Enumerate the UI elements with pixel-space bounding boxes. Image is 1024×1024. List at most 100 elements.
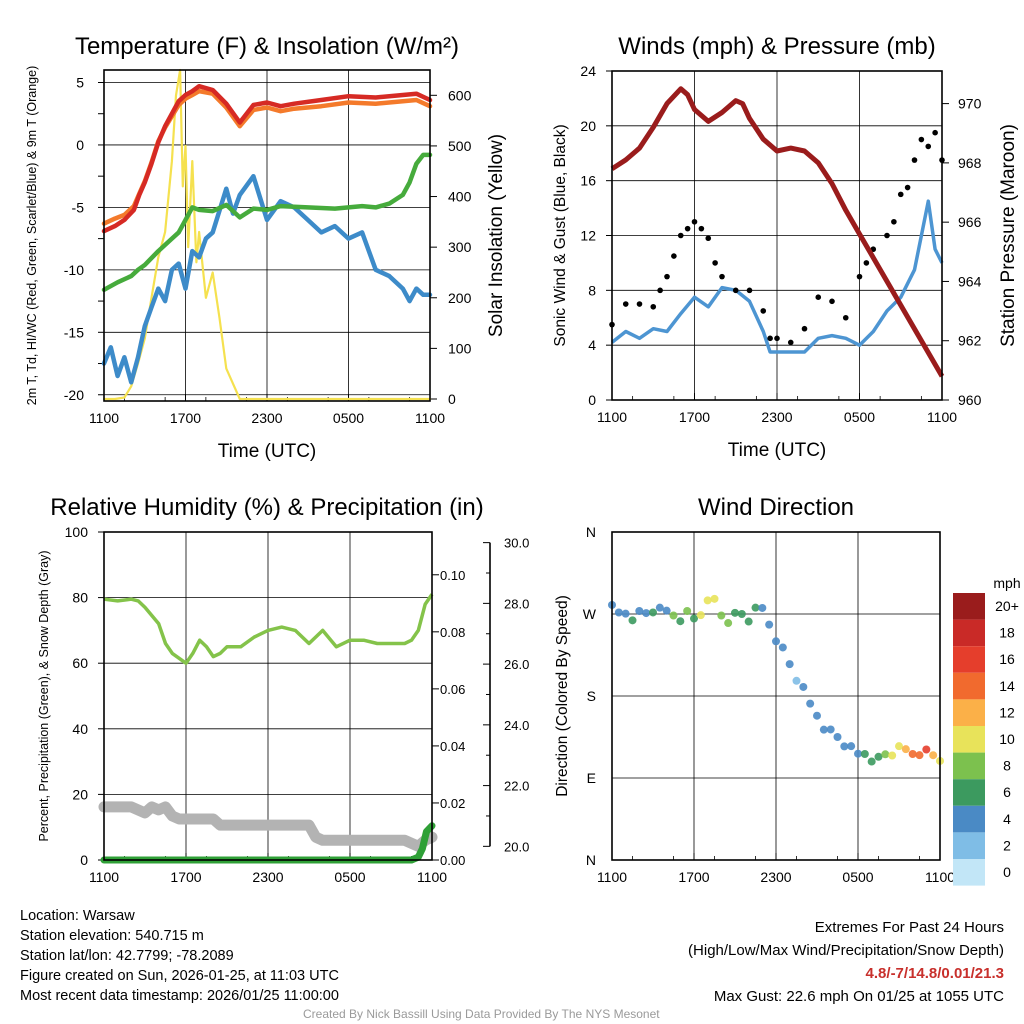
- temperature-series-temp: [101, 83, 433, 234]
- temperature-ylabel: 2m T, Td, HI/WC (Red, Green, Scarlet/Blu…: [25, 66, 39, 405]
- wind-direction-legend-swatch: [953, 832, 985, 859]
- humidity-xtick-label: 1100: [89, 869, 119, 885]
- temperature-y2label: Solar Insolation (Yellow): [486, 134, 507, 337]
- wind-direction-point: [881, 750, 890, 759]
- humidity-frame: [103, 531, 433, 861]
- winds-gust-point: [698, 225, 705, 232]
- wind-direction-legend-label: 2: [1003, 837, 1011, 853]
- wind-direction-point: [778, 643, 787, 652]
- temperature-y2tick-label: 400: [448, 189, 472, 205]
- wind-direction-point: [737, 610, 746, 618]
- wind-direction-point: [772, 637, 780, 646]
- humidity-title: Relative Humidity (%) & Precipitation (i…: [50, 494, 483, 521]
- extremes-subtitle: (High/Low/Max Wind/Precipitation/Snow De…: [688, 942, 1004, 959]
- temperature-y2tick-label: 500: [448, 138, 472, 154]
- wind-direction-point: [840, 742, 849, 751]
- wind-direction-legend-label: 6: [1003, 784, 1011, 800]
- winds-gust-point: [767, 335, 773, 342]
- temperature-xtick-label: 1100: [89, 410, 119, 426]
- wind-direction-frame: [611, 531, 941, 861]
- winds-y2tick-label: 964: [958, 273, 982, 289]
- winds-gust-point: [746, 287, 753, 294]
- temperature-ytick-label: 0: [76, 137, 84, 153]
- winds-gust-point: [842, 314, 849, 321]
- winds-gust-point: [774, 335, 780, 342]
- wind-direction-ytick-label: W: [583, 606, 597, 622]
- wind-direction-xtick-label: 1700: [678, 869, 709, 885]
- winds-gust-point: [671, 253, 677, 259]
- winds-gust-point: [677, 232, 684, 239]
- wind-direction-point: [690, 614, 698, 623]
- winds-gust-point: [664, 273, 670, 280]
- winds-series-pressure: [610, 86, 945, 378]
- winds-y2label: Station Pressure (Maroon): [998, 124, 1019, 347]
- max-gust-text: Max Gust: 22.6 mph On 01/25 at 1055 UTC: [713, 988, 1004, 1005]
- winds-ytick-label: 20: [580, 118, 596, 134]
- winds-xtick-label: 0500: [844, 409, 875, 425]
- wind-direction-legend-label: 8: [1003, 758, 1011, 774]
- winds-gust-point: [815, 294, 822, 300]
- winds-gust-point: [760, 308, 767, 314]
- winds-ytick-label: 16: [580, 173, 596, 189]
- wind-direction-legend-swatch: [953, 646, 985, 673]
- humidity-xtick-label: 0500: [334, 869, 365, 885]
- wind-direction-legend-swatch: [953, 672, 985, 700]
- humidity-ytick-label: 60: [72, 655, 88, 671]
- temperature-y2tick-label: 600: [448, 87, 472, 103]
- winds-gust-point: [636, 301, 643, 307]
- wind-direction-point: [901, 745, 910, 754]
- humidity-ytick-label: 20: [72, 786, 88, 802]
- winds-gust-point: [897, 191, 904, 198]
- wind-direction-point: [785, 660, 794, 669]
- humidity-y3tick-label: 20.0: [504, 839, 529, 854]
- winds-gust-point: [829, 298, 835, 305]
- winds-gust-point: [691, 218, 698, 225]
- winds-gust-point: [856, 273, 863, 280]
- wind-direction-point: [676, 617, 685, 626]
- humidity-y2tick-label: 0.00: [440, 853, 465, 868]
- location-text: Location: Warsaw: [20, 908, 135, 924]
- winds-gust-point: [787, 339, 794, 346]
- wind-direction-legend-label: 0: [1003, 864, 1011, 880]
- winds-ylabel: Sonic Wind & Gust (Blue, Black): [552, 124, 569, 346]
- wind-direction-point: [696, 611, 705, 620]
- wind-direction-point: [731, 608, 739, 617]
- humidity-ylabel: Percent, Precipitation (Green), & Snow D…: [37, 550, 51, 841]
- wind-direction-legend-swatch: [953, 752, 985, 780]
- winds-gust-point: [932, 129, 938, 136]
- wind-direction-point: [635, 607, 644, 615]
- temperature-xtick-label: 1100: [415, 410, 445, 426]
- winds-title: Winds (mph) & Pressure (mb): [618, 33, 935, 60]
- wind-direction-xtick-label: 0500: [842, 869, 873, 885]
- winds-y2tick-label: 960: [958, 392, 982, 408]
- wind-direction-point: [792, 676, 801, 685]
- wind-direction-ytick-label: E: [587, 770, 596, 786]
- wind-direction-point: [710, 594, 719, 603]
- wind-direction-legend-title: mph: [993, 575, 1020, 591]
- humidity-panel: 0 20 40 60 80 100 0.00 0.02 0.04 0.06 0.08 0.10 20.0…: [37, 494, 529, 885]
- wind-direction-point: [929, 751, 938, 760]
- wind-direction-point: [847, 742, 856, 751]
- wind-direction-legend-swatch: [953, 619, 985, 647]
- wind-direction-point: [758, 603, 767, 612]
- winds-y2tick-label: 970: [958, 96, 982, 112]
- humidity-ytick-label: 0: [80, 852, 88, 868]
- wind-direction-ytick-label: N: [586, 852, 596, 868]
- humidity-xtick-label: 2300: [252, 869, 283, 885]
- wind-direction-point: [703, 596, 712, 605]
- wind-direction-point: [799, 682, 808, 691]
- wind-direction-legend-label: 18: [999, 625, 1015, 641]
- wind-direction-point: [669, 611, 678, 620]
- wind-direction-legend-swatch: [953, 779, 985, 806]
- wind-direction-legend-label: 4: [1003, 811, 1011, 827]
- wind-direction-legend-swatch: [953, 726, 985, 753]
- wind-direction-point: [614, 608, 623, 617]
- wind-direction-legend-swatch: [953, 805, 985, 833]
- wind-direction-legend-label: 14: [999, 678, 1015, 694]
- temperature-ytick-label: -10: [64, 262, 84, 278]
- temperature-xtick-label: 0500: [333, 410, 364, 426]
- humidity-ytick-label: 100: [65, 524, 89, 540]
- winds-gust-point: [884, 232, 890, 239]
- humidity-ytick-label: 40: [72, 721, 88, 737]
- winds-gust-point: [622, 301, 629, 307]
